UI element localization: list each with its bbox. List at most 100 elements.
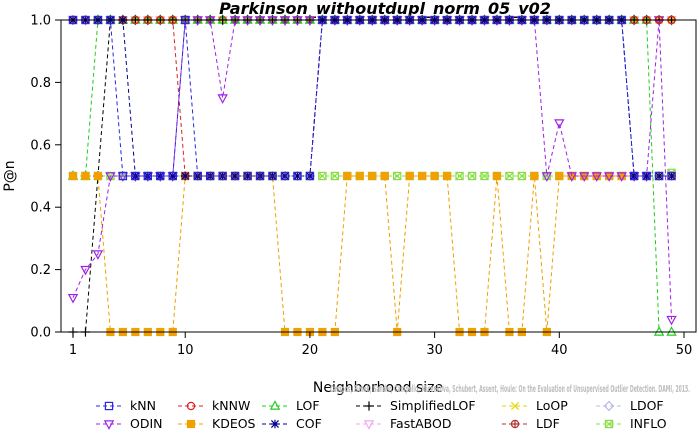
- legend-label-odin: ODIN: [130, 416, 163, 431]
- point-odin-2: [80, 265, 91, 276]
- point-odin-11: [192, 16, 203, 26]
- point-knn-11: [193, 171, 202, 181]
- legend-marker-ldof: [603, 400, 615, 412]
- point-lof-48: [653, 326, 665, 336]
- x-tick-label: 40: [551, 343, 568, 358]
- legend-item-inflo: INFLO: [596, 416, 667, 431]
- point-knn-7: [143, 171, 153, 181]
- x-tick-label: 50: [676, 343, 693, 358]
- legend-item-knn: kNN: [96, 398, 156, 413]
- point-knn-15: [243, 171, 252, 181]
- point-odin-41: [566, 172, 577, 182]
- point-knn-16: [255, 171, 265, 181]
- point-kdeos-25: [368, 171, 377, 181]
- point-kdeos-30: [430, 171, 439, 181]
- point-lof-49: [666, 326, 677, 336]
- point-knn-19: [293, 171, 302, 181]
- point-knn-5: [118, 171, 128, 181]
- point-kdeos-24: [355, 171, 364, 181]
- series-knn: [68, 15, 676, 181]
- point-inflo-22: [330, 171, 340, 181]
- point-odin-1: [67, 293, 79, 304]
- point-cof-47: [642, 171, 651, 181]
- plot-frame: [60, 19, 697, 333]
- point-kdeos-31: [442, 171, 452, 181]
- point-inflo-34: [480, 171, 489, 181]
- point-odin-44: [603, 172, 615, 182]
- y-tick-label: 0.4: [30, 201, 51, 216]
- series-knnw: [68, 15, 676, 181]
- legend-marker-lof: [269, 400, 281, 410]
- legend-item-loop: LoOP: [502, 398, 568, 413]
- point-kdeos-26: [380, 171, 389, 181]
- point-inflo-27: [393, 171, 402, 181]
- series-line-knnw: [73, 19, 672, 177]
- point-odin-16: [254, 16, 266, 26]
- legend-label-loop: LoOP: [536, 398, 568, 413]
- point-knn-20: [305, 171, 315, 181]
- point-kdeos-1: [68, 171, 78, 181]
- point-knn-13: [218, 171, 227, 181]
- series-line-knn: [73, 19, 672, 177]
- point-odin-13: [217, 94, 228, 104]
- x-axis-label: Neighborhood size: [313, 380, 443, 396]
- point-odin-42: [579, 172, 590, 182]
- chart-title: Parkinson_withoutdupl_norm_05_v02: [219, 0, 551, 18]
- point-odin-39: [541, 172, 553, 182]
- point-odin-3: [92, 250, 104, 260]
- series-odin: [67, 16, 677, 326]
- point-kdeos-3: [93, 171, 103, 181]
- series-line-cof: [73, 19, 672, 177]
- point-odin-45: [616, 172, 627, 182]
- point-cof-20: [305, 171, 315, 181]
- legend-marker-fastabod: [363, 420, 375, 430]
- legend-item-ldof: LDOF: [596, 398, 664, 413]
- legend-marker-knnw: [186, 401, 196, 411]
- point-knn-9: [168, 171, 177, 181]
- legend-label-inflo: INFLO: [630, 416, 667, 431]
- legend-item-kdeos: KDEOS: [178, 416, 256, 431]
- point-kdeos-35: [492, 171, 502, 181]
- point-kdeos-23: [343, 171, 352, 181]
- point-inflo-21: [318, 171, 327, 181]
- legend-label-lof: LOF: [296, 398, 320, 413]
- legend-label-kdeos: KDEOS: [212, 416, 256, 431]
- point-knn-48: [654, 171, 664, 181]
- legend-label-knn: kNN: [130, 398, 156, 413]
- series-cof: [68, 15, 676, 181]
- point-cof-14: [230, 171, 240, 181]
- point-inflo-32: [455, 171, 464, 181]
- point-cof-15: [243, 171, 252, 181]
- point-odin-40: [554, 119, 565, 129]
- legend-label-knnw: kNNW: [212, 398, 250, 413]
- y-tick-label: 0.0: [30, 326, 51, 341]
- x-tick-label: 10: [177, 343, 194, 358]
- point-odin-14: [229, 16, 241, 26]
- point-odin-49: [666, 315, 677, 326]
- point-kdeos-28: [405, 171, 414, 181]
- point-odin-20: [304, 16, 316, 26]
- x-tick-label: 1: [69, 343, 77, 358]
- point-knn-8: [156, 171, 165, 181]
- point-odin-4: [105, 172, 116, 182]
- point-kdeos-29: [418, 171, 427, 181]
- y-tick-label: 0.6: [30, 138, 51, 153]
- legend-marker-simplifiedlof: [364, 401, 374, 411]
- legend-item-cof: COF: [262, 416, 322, 431]
- series-kdeos: [68, 171, 676, 337]
- point-inflo-37: [517, 171, 527, 181]
- point-odin-18: [279, 16, 291, 26]
- legend-label-ldof: LDOF: [630, 398, 664, 413]
- point-knn-49: [667, 171, 676, 181]
- legend-marker-odin: [103, 420, 115, 430]
- point-odin-19: [292, 16, 303, 26]
- y-axis: 0.0 0.2 0.4 0.6 0.8 1.0: [30, 14, 61, 341]
- legend-marker-ldf: [510, 419, 520, 429]
- point-odin-43: [591, 172, 602, 182]
- legend-marker-cof: [270, 419, 280, 429]
- series-line-odin: [72, 19, 673, 320]
- point-odin-12: [204, 16, 216, 26]
- legend-item-knnw: kNNW: [178, 398, 250, 413]
- legend-label-ldf: LDF: [536, 416, 560, 431]
